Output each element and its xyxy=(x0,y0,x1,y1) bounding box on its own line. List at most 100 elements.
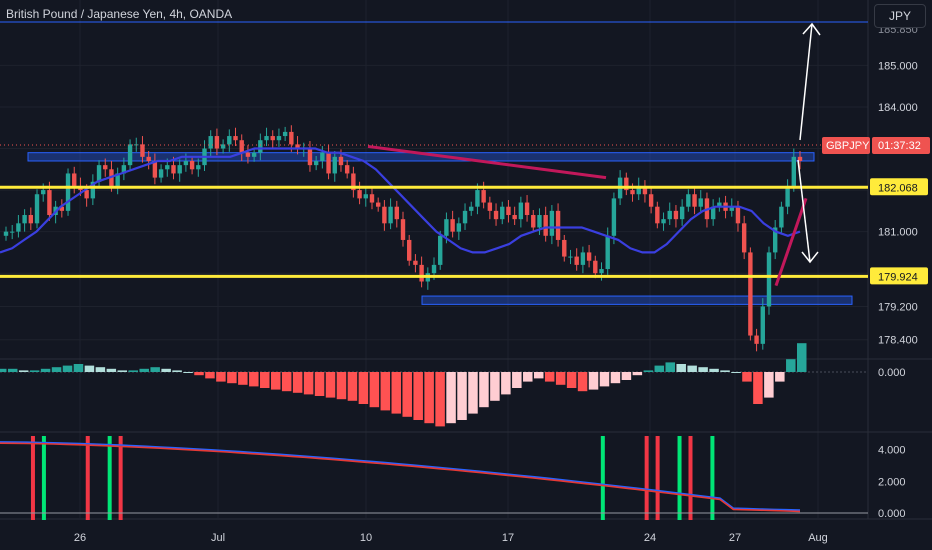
histogram-bar xyxy=(51,367,62,372)
histogram-bar xyxy=(402,372,412,417)
histogram-bar xyxy=(676,364,686,372)
candle-body xyxy=(444,219,449,236)
candle-body xyxy=(679,206,685,220)
candle-body xyxy=(673,210,679,220)
candle-body xyxy=(469,206,474,211)
candle-body xyxy=(741,223,747,253)
histogram-bar xyxy=(139,368,149,372)
symbol-tag-bg xyxy=(822,137,870,154)
histogram-bar xyxy=(698,367,708,372)
histogram-bar xyxy=(742,372,752,382)
candle-body xyxy=(115,173,120,186)
histogram-bar xyxy=(303,372,314,395)
candle-body xyxy=(692,194,697,207)
candle-body xyxy=(655,206,660,224)
histogram-bar xyxy=(797,343,807,372)
histogram-bar xyxy=(270,372,281,390)
candle-body xyxy=(245,152,251,157)
time-axis-tick: Aug xyxy=(808,532,828,544)
candle-body xyxy=(351,173,356,191)
level-high-label: 182.068 xyxy=(870,178,928,196)
candle-body xyxy=(748,252,753,336)
candle-body xyxy=(760,306,765,344)
histogram-bar xyxy=(610,372,621,384)
candle-body xyxy=(642,185,648,195)
histogram-bars xyxy=(0,343,807,427)
histogram-bar xyxy=(468,372,478,414)
candle-body xyxy=(375,202,381,207)
candle-body xyxy=(580,252,586,265)
candle-body xyxy=(772,227,778,253)
histogram-bar xyxy=(566,372,577,388)
candle-body xyxy=(332,156,337,174)
support-zone xyxy=(421,295,853,305)
histogram-bar xyxy=(786,359,796,372)
histogram-bar xyxy=(117,370,128,372)
candle-body xyxy=(251,152,257,157)
level-low-label-text: 179.924 xyxy=(878,271,918,283)
histogram-bar xyxy=(84,365,95,372)
histogram-bar xyxy=(314,372,325,396)
candle-body xyxy=(729,206,734,211)
trendline-down xyxy=(367,144,607,180)
signal-bar-green xyxy=(600,436,605,520)
candle-body xyxy=(568,256,573,258)
arrow-down-head xyxy=(801,251,819,264)
candle-body xyxy=(313,160,319,166)
histogram-bar xyxy=(73,364,84,372)
candle-body xyxy=(22,215,27,224)
histogram-bar xyxy=(336,372,347,400)
moving-average-line xyxy=(0,147,801,254)
candle-body xyxy=(413,260,418,265)
level-low-label: 179.924 xyxy=(870,267,928,285)
candle-body xyxy=(555,210,561,240)
histogram-bar xyxy=(731,372,741,373)
histogram-bar xyxy=(523,372,533,382)
signal-axis-tick: 0.000 xyxy=(878,508,906,520)
candle-body xyxy=(407,239,412,261)
candle-body xyxy=(121,165,127,174)
histogram-bar xyxy=(347,372,358,401)
currency-button[interactable]: JPY xyxy=(874,4,926,28)
signal-axis-tick: 2.000 xyxy=(878,476,906,488)
level-low-label-bg xyxy=(870,267,928,285)
candle-body xyxy=(779,206,784,228)
candle-body xyxy=(524,202,530,216)
candle-body xyxy=(59,206,65,211)
histogram-axis-tick: 0.000 xyxy=(878,367,906,379)
symbol-price-marker: GBPJPY 01:37:32 xyxy=(822,137,930,154)
candle-body xyxy=(500,206,505,220)
histogram-bar xyxy=(260,372,270,388)
candle-body xyxy=(307,148,313,166)
histogram-bar xyxy=(446,372,456,424)
signal-bar-red xyxy=(118,436,123,520)
candle-body xyxy=(34,194,40,224)
histogram-bar xyxy=(665,362,675,372)
candle-body xyxy=(208,136,213,149)
histogram-bar xyxy=(106,368,117,372)
histogram-bar xyxy=(599,372,610,387)
histogram-bar xyxy=(632,372,643,376)
candle-body xyxy=(438,235,443,265)
candle-body xyxy=(72,173,77,186)
candle-body xyxy=(10,231,15,233)
histogram-bar xyxy=(205,372,215,379)
candle-body xyxy=(326,152,331,174)
candle-body xyxy=(233,136,238,141)
histogram-bar xyxy=(643,370,654,372)
candle-body xyxy=(171,165,176,174)
histogram-bar xyxy=(533,372,544,379)
signal-bar-red xyxy=(644,436,649,520)
candle-body xyxy=(431,264,437,274)
candle-body xyxy=(189,160,195,170)
time-axis-tick: 27 xyxy=(729,532,741,544)
price-axis-tick: 181.000 xyxy=(878,227,918,239)
candle-body xyxy=(276,136,282,141)
signal-bar-green xyxy=(41,436,46,520)
candle-body xyxy=(593,260,598,274)
candle-body xyxy=(369,194,375,203)
candle-body xyxy=(549,210,555,236)
candle-body xyxy=(103,165,108,170)
candle-body xyxy=(586,252,592,261)
time-axis-tick: Jul xyxy=(211,532,225,544)
